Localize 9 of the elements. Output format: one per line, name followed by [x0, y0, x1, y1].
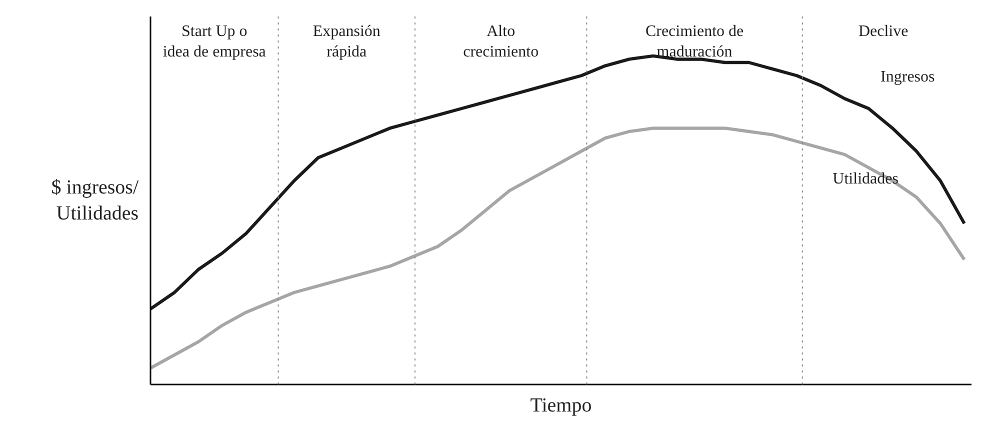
annotation: Expansión rápida [312, 23, 380, 60]
series-label: Utilidades [832, 170, 898, 188]
text: Declive [858, 23, 908, 40]
y-axis-title: $ ingresos/ Utilidades [51, 176, 139, 225]
series-label: Ingresos [880, 68, 935, 86]
annotation: Alto crecimiento [463, 23, 539, 60]
annotation: Start Up o idea de empresa [162, 23, 266, 60]
x-axis-title: Tiempo [530, 394, 592, 416]
annotation: Crecimiento de maduración [645, 23, 744, 60]
